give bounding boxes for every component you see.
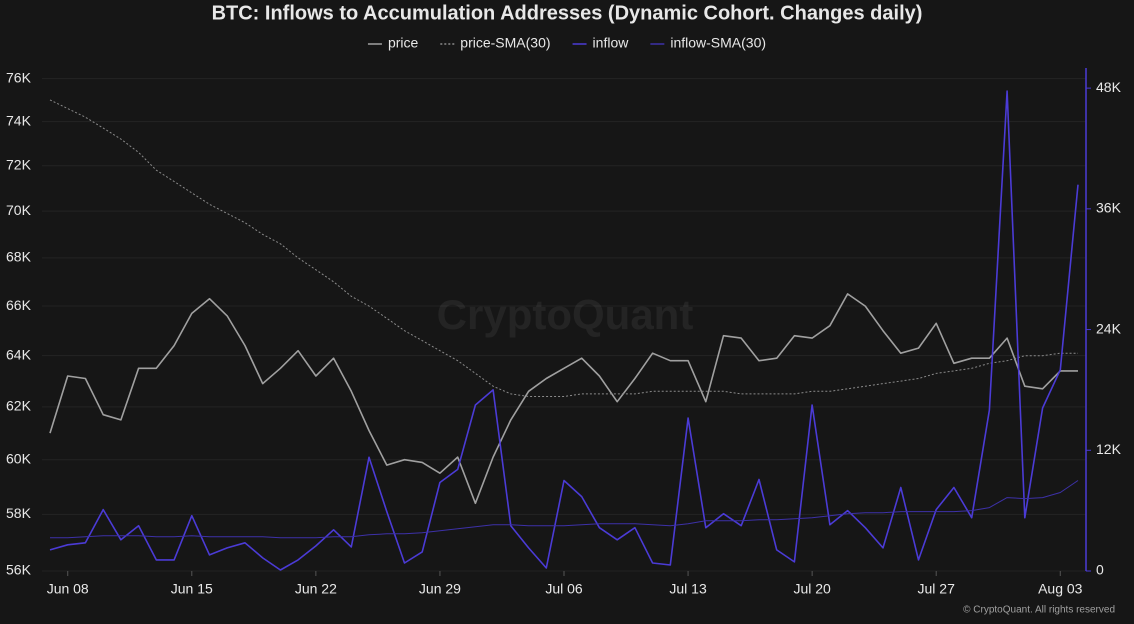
- y-tick-label: 66K: [6, 297, 32, 313]
- y2-tick-label: 0: [1096, 562, 1104, 578]
- watermark: CryptoQuant: [437, 291, 694, 338]
- x-tick-label: Aug 03: [1038, 581, 1083, 597]
- y-tick-label: 62K: [6, 398, 32, 414]
- x-tick-label: Jul 13: [669, 581, 707, 597]
- legend-label: inflow-SMA(30): [670, 35, 766, 51]
- legend-item: price: [367, 35, 419, 51]
- legend-label: price: [388, 35, 419, 51]
- x-tick-label: Jun 15: [171, 581, 213, 597]
- legend-item: inflow: [572, 35, 630, 51]
- y-tick-label: 58K: [6, 505, 32, 521]
- x-tick-label: Jul 27: [918, 581, 956, 597]
- y-tick-label: 64K: [6, 346, 32, 362]
- x-tick-label: Jun 08: [47, 581, 89, 597]
- series-line: [49, 293, 1078, 505]
- legend-label: inflow: [593, 35, 630, 51]
- x-tick-label: Jun 22: [295, 581, 337, 597]
- y2-tick-label: 36K: [1096, 200, 1122, 216]
- x-tick-label: Jul 20: [793, 581, 831, 597]
- y-tick-label: 60K: [6, 450, 32, 466]
- y2-tick-label: 48K: [1096, 79, 1122, 95]
- legend: price price-SMA(30) inflow inflow-SMA(30): [367, 35, 766, 51]
- chart-title: BTC: Inflows to Accumulation Addresses (…: [212, 2, 923, 24]
- series-line: [50, 480, 1079, 539]
- y2-tick-label: 24K: [1096, 320, 1122, 336]
- y-tick-label: 72K: [6, 156, 32, 172]
- legend-item: inflow-SMA(30): [650, 35, 766, 51]
- y-tick-label: 56K: [6, 562, 32, 578]
- y-tick-label: 68K: [6, 249, 32, 265]
- y-tick-label: 76K: [6, 69, 32, 85]
- y-tick-label: 70K: [6, 202, 32, 218]
- legend-item: price-SMA(30): [440, 35, 551, 51]
- copyright: © CryptoQuant. All rights reserved: [963, 605, 1115, 616]
- series-line: [49, 99, 1078, 397]
- y-tick-label: 74K: [6, 112, 32, 128]
- y2-tick-label: 12K: [1096, 441, 1122, 457]
- legend-label: price-SMA(30): [460, 35, 550, 51]
- x-tick-label: Jun 29: [419, 581, 461, 597]
- x-tick-label: Jul 06: [545, 581, 583, 597]
